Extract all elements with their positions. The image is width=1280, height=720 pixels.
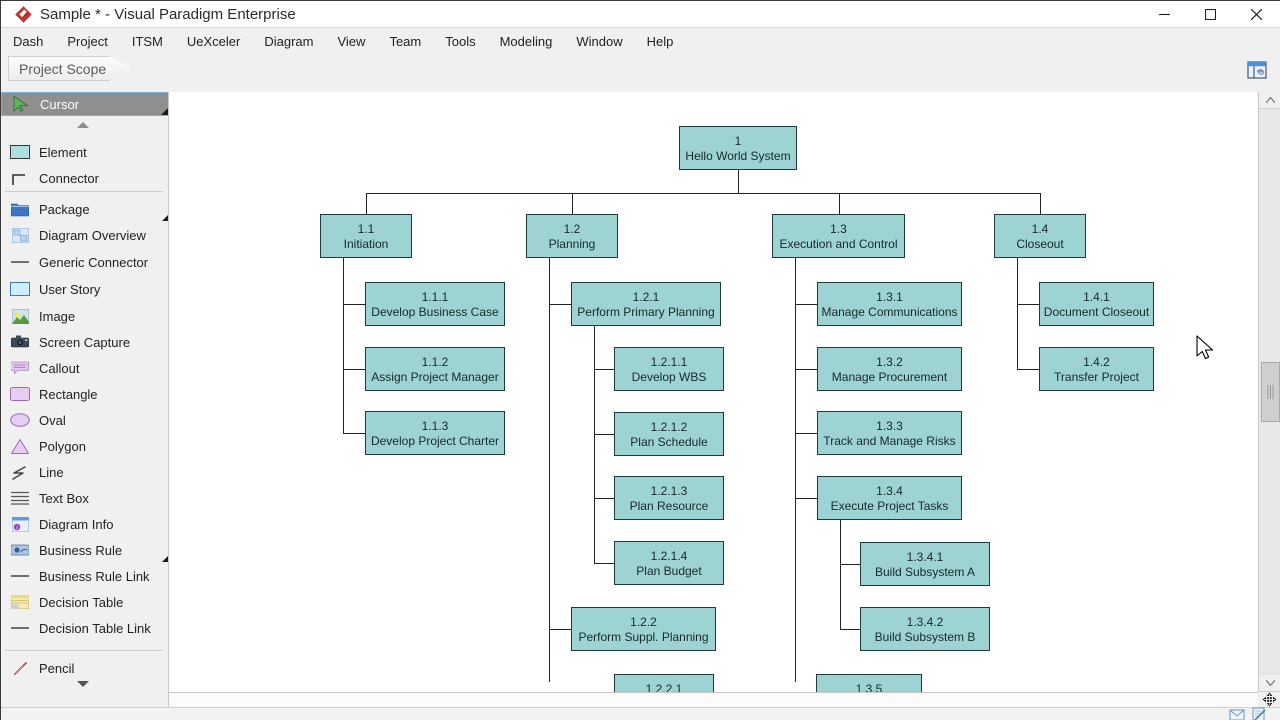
svg-text:i: i xyxy=(16,525,17,530)
